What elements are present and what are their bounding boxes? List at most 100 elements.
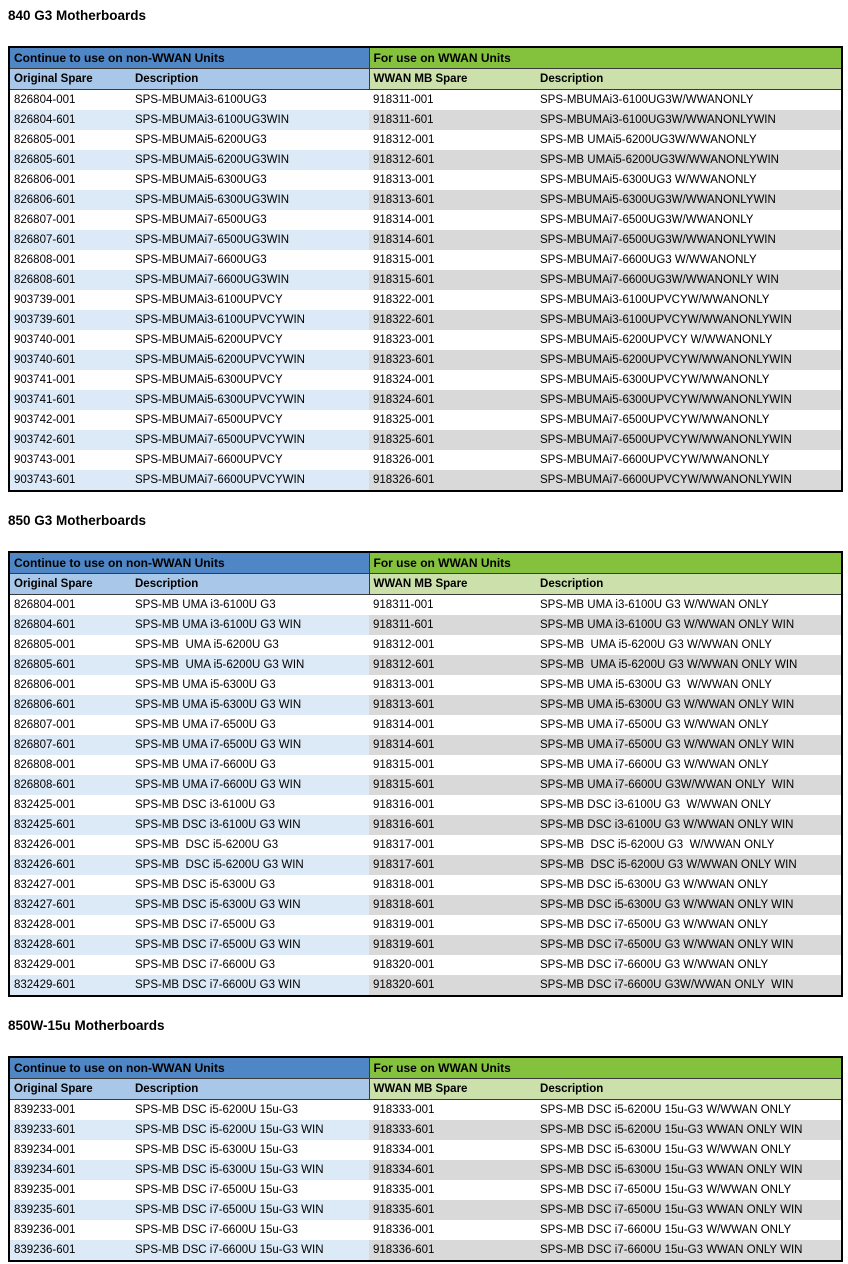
original-spare-cell: 832429-001 [14, 959, 76, 971]
original-description-cell: SPS-MBUMAi7-6500UG3 [135, 214, 267, 226]
original-spare-cell: 903740-001 [14, 334, 76, 346]
original-description-cell: SPS-MBUMAi5-6200UPVCY [135, 334, 283, 346]
wwan-description-cell: SPS-MB UMA i5-6200U G3 W/WWAN ONLY WIN [536, 655, 843, 675]
original-description-cell: SPS-MB UMA i7-6500U G3 WIN [131, 735, 370, 755]
wwan-description-cell: SPS-MB DSC i7-6500U G3 W/WWAN ONLY [540, 919, 769, 931]
col-header-description-left: Description [131, 1078, 370, 1100]
table-row: 826807-601 SPS-MB UMA i7-6500U G3 WIN 9183… [9, 735, 843, 755]
table-row: 826805-001 SPS-MB UMA i5-6200U G3 918312-0… [9, 635, 842, 655]
wwan-description-cell: SPS-MB UMA i3-6100U G3 W/WWAN ONLY [540, 599, 769, 611]
table-row: 826806-601 SPS-MB UMA i5-6300U G3 WIN 9183… [9, 695, 843, 715]
wwan-spare-cell: 918320-601 [369, 975, 537, 996]
original-description-cell: SPS-MBUMAi3-6100UG3WIN [131, 110, 370, 130]
table-row: 832425-601 SPS-MB DSC i3-6100U G3 WIN 9183… [9, 815, 843, 835]
col-header-description-left: Description [131, 68, 370, 90]
wwan-description-cell: SPS-MB UMA i7-6500U G3 W/WWAN ONLY WIN [536, 735, 843, 755]
table-row: 839233-001 SPS-MB DSC i5-6200U 15u-G3 9183… [9, 1100, 842, 1121]
original-spare-cell: 839234-001 [14, 1144, 76, 1156]
table-row: 903742-001 SPS-MBUMAi7-6500UPVCY 918325-00… [9, 410, 842, 430]
table-row: 832427-001 SPS-MB DSC i5-6300U G3 918318-0… [9, 875, 842, 895]
column-header-row: Original Spare Description WWAN MB Spare De… [9, 573, 843, 595]
original-spare-cell: 832429-601 [9, 975, 131, 996]
column-header-row: Original Spare Description WWAN MB Spare De… [9, 1078, 843, 1100]
table-row: 903742-601 SPS-MBUMAi7-6500UPVCYWIN 918325… [9, 430, 843, 450]
wwan-spare-cell: 918311-001 [373, 599, 434, 611]
wwan-description-cell: SPS-MB UMA i3-6100U G3 W/WWAN ONLY WIN [536, 615, 843, 635]
wwan-description-cell: SPS-MB DSC i7-6600U 15u-G3 WWAN ONLY WIN [536, 1240, 843, 1261]
wwan-spare-cell: 918314-001 [373, 214, 435, 226]
wwan-description-cell: SPS-MB DSC i7-6500U 15u-G3 WWAN ONLY WIN [536, 1200, 843, 1220]
original-description-cell: SPS-MBUMAi7-6600UG3 [135, 254, 267, 266]
original-spare-cell: 826807-601 [9, 230, 131, 250]
wwan-spare-cell: 918336-001 [373, 1224, 435, 1236]
table-row: 826804-001 SPS-MB UMA i3-6100U G3 918311-0… [9, 595, 842, 616]
original-spare-cell: 903741-001 [14, 374, 76, 386]
original-description-cell: SPS-MB DSC i5-6300U 15u-G3 WIN [131, 1160, 370, 1180]
wwan-description-cell: SPS-MBUMAi3-6100UPVCYW/WWANONLY [540, 294, 770, 306]
wwan-description-cell: SPS-MBUMAi7-6500UPVCYW/WWANONLYWIN [536, 430, 843, 450]
group-header-non-wwan: Continue to use on non-WWAN Units [9, 1057, 370, 1079]
wwan-spare-cell: 918313-601 [369, 695, 537, 715]
original-description-cell: SPS-MBUMAi5-6200UG3WIN [131, 150, 370, 170]
table-row: 826807-601 SPS-MBUMAi7-6500UG3WIN 918314-6… [9, 230, 843, 250]
table-row: 839236-601 SPS-MB DSC i7-6600U 15u-G3 WIN… [9, 1240, 843, 1261]
wwan-spare-cell: 918324-001 [373, 374, 435, 386]
wwan-spare-cell: 918322-001 [373, 294, 435, 306]
original-spare-cell: 839235-001 [14, 1184, 76, 1196]
original-description-cell: SPS-MB DSC i7-6500U G3 [135, 919, 275, 931]
wwan-description-cell: SPS-MBUMAi5-6200UPVCY W/WWANONLY [540, 334, 773, 346]
group-header-wwan: For use on WWAN Units [369, 1057, 843, 1079]
table-row: 839234-001 SPS-MB DSC i5-6300U 15u-G3 9183… [9, 1140, 842, 1160]
original-spare-cell: 826805-001 [14, 134, 76, 146]
wwan-spare-cell: 918325-601 [369, 430, 537, 450]
wwan-spare-cell: 918319-001 [373, 919, 435, 931]
original-description-cell: SPS-MBUMAi3-6100UG3 [135, 94, 267, 106]
wwan-description-cell: SPS-MB DSC i7-6500U 15u-G3 W/WWAN ONLY [540, 1184, 792, 1196]
wwan-description-cell: SPS-MB UMAi5-6200UG3W/WWANONLY [540, 134, 757, 146]
original-spare-cell: 832425-601 [9, 815, 131, 835]
wwan-description-cell: SPS-MB DSC i5-6300U G3 W/WWAN ONLY [540, 879, 769, 891]
original-spare-cell: 903742-001 [14, 414, 76, 426]
original-description-cell: SPS-MBUMAi5-6200UPVCYWIN [131, 350, 370, 370]
original-spare-cell: 903742-601 [9, 430, 131, 450]
section: 850W-15u Motherboards Continue to use on … [8, 1018, 844, 1262]
original-spare-cell: 826806-001 [14, 679, 76, 691]
col-header-original-spare: Original Spare [9, 1078, 131, 1100]
wwan-spare-cell: 918315-601 [369, 270, 537, 290]
spares-table: Continue to use on non-WWAN Units For use… [8, 1056, 844, 1262]
wwan-description-cell: SPS-MB DSC i5-6300U 15u-G3 WWAN ONLY WIN [536, 1160, 843, 1180]
table-row: 839233-601 SPS-MB DSC i5-6200U 15u-G3 WIN… [9, 1120, 843, 1140]
original-description-cell: SPS-MB UMA i7-6500U G3 [135, 719, 276, 731]
table-row: 903739-601 SPS-MBUMAi3-6100UPVCYWIN 918322… [9, 310, 843, 330]
table-row: 826805-001 SPS-MBUMAi5-6200UG3 918312-001 S… [9, 130, 842, 150]
original-spare-cell: 826808-601 [9, 270, 131, 290]
original-description-cell: SPS-MB UMA i7-6600U G3 [135, 759, 276, 771]
group-header-non-wwan: Continue to use on non-WWAN Units [9, 47, 370, 69]
original-description-cell: SPS-MBUMAi5-6300UPVCYWIN [131, 390, 370, 410]
wwan-description-cell: SPS-MB UMAi5-6200UG3W/WWANONLYWIN [536, 150, 843, 170]
table-row: 826805-601 SPS-MB UMA i5-6200U G3 WIN 9183… [9, 655, 843, 675]
original-spare-cell: 826806-601 [9, 695, 131, 715]
wwan-description-cell: SPS-MB UMA i5-6200U G3 W/WWAN ONLY [540, 639, 772, 651]
wwan-spare-cell: 918336-601 [369, 1240, 537, 1261]
original-spare-cell: 826808-601 [9, 775, 131, 795]
col-header-original-spare: Original Spare [9, 573, 131, 595]
original-spare-cell: 839235-601 [9, 1200, 131, 1220]
wwan-spare-cell: 918313-601 [369, 190, 537, 210]
original-description-cell: SPS-MB DSC i5-6300U G3 WIN [131, 895, 370, 915]
wwan-description-cell: SPS-MBUMAi3-6100UPVCYW/WWANONLYWIN [536, 310, 843, 330]
wwan-spare-cell: 918318-601 [369, 895, 537, 915]
wwan-description-cell: SPS-MB DSC i3-6100U G3 W/WWAN ONLY WIN [536, 815, 843, 835]
table-row: 903743-001 SPS-MBUMAi7-6600UPVCY 918326-00… [9, 450, 842, 470]
original-spare-cell: 826804-601 [9, 615, 131, 635]
wwan-spare-cell: 918324-601 [369, 390, 537, 410]
table-row: 826808-001 SPS-MB UMA i7-6600U G3 918315-0… [9, 755, 842, 775]
original-spare-cell: 903739-001 [14, 294, 76, 306]
wwan-spare-cell: 918312-601 [369, 150, 537, 170]
col-header-description-right: Description [536, 68, 843, 90]
col-header-wwan-mb-spare: WWAN MB Spare [369, 573, 537, 595]
col-header-wwan-mb-spare: WWAN MB Spare [369, 68, 537, 90]
wwan-spare-cell: 918326-001 [373, 454, 435, 466]
wwan-spare-cell: 918315-001 [373, 759, 435, 771]
original-description-cell: SPS-MBUMAi7-6500UPVCYWIN [131, 430, 370, 450]
